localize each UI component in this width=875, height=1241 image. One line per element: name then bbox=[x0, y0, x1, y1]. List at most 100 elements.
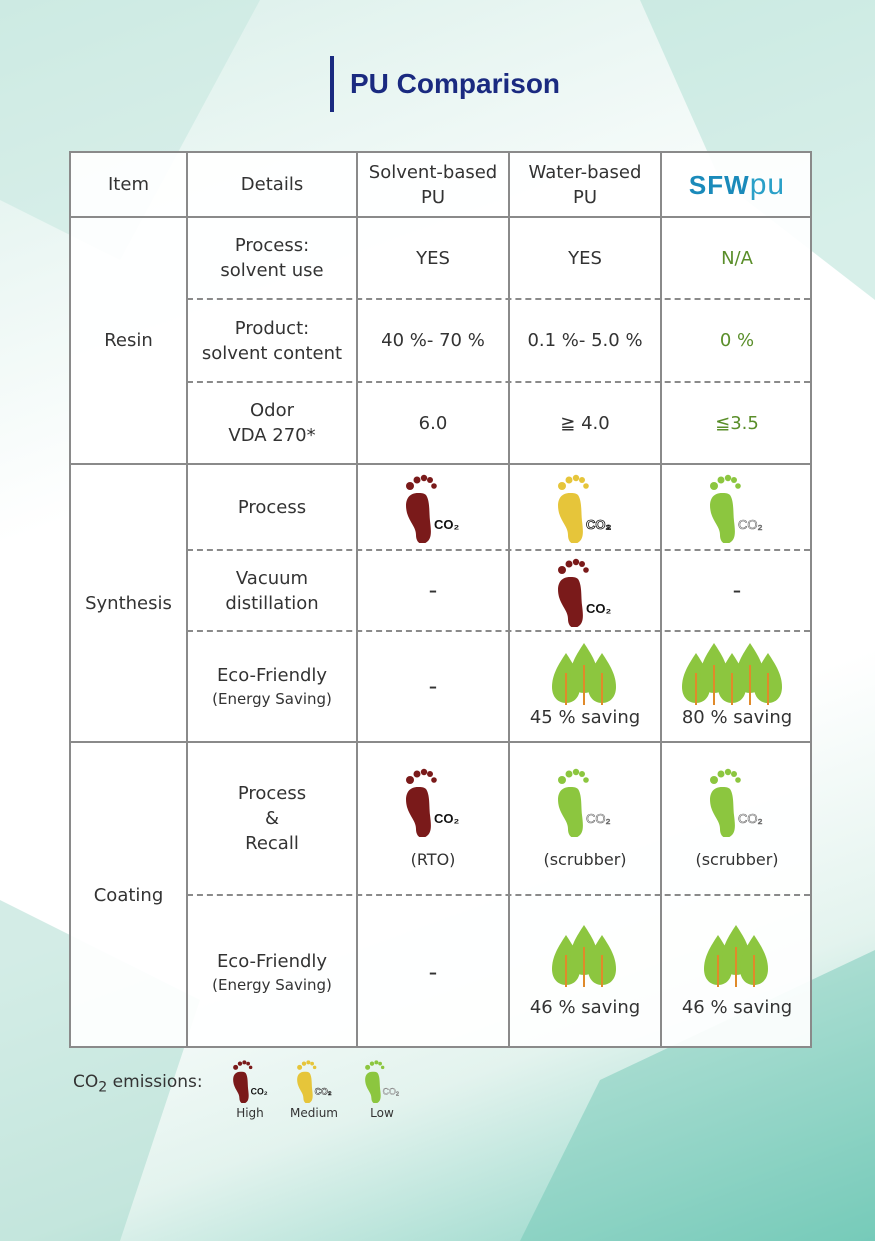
row2-detail-line1: Product: bbox=[234, 317, 310, 339]
row6-solvent: - bbox=[358, 632, 508, 741]
row5-sfw-value: - bbox=[732, 576, 742, 604]
footprint-high-label: CO₂ bbox=[434, 811, 460, 826]
footprint-high-icon: CO₂ bbox=[406, 768, 460, 837]
row1-detail-line1: Process: bbox=[234, 235, 310, 256]
row8-detail: Eco-Friendly (Energy Saving) bbox=[188, 896, 356, 1048]
brand-logo-main: SFW bbox=[688, 169, 750, 200]
row4-sfw: CO₂ bbox=[662, 465, 812, 549]
row7-sfw-note: (scrubber) bbox=[695, 850, 779, 869]
trees-icon bbox=[552, 643, 616, 705]
footprint-medium-label: CO₂ bbox=[586, 517, 612, 532]
row1-water: YES bbox=[510, 218, 660, 298]
row1-solvent-value: YES bbox=[416, 247, 450, 269]
row3-water: ≧ 4.0 bbox=[510, 383, 660, 463]
row5-solvent: - bbox=[358, 551, 508, 630]
legend-label: CO2 emissions: bbox=[73, 1072, 203, 1095]
page-title: PU Comparison bbox=[350, 68, 561, 99]
title-accent-bar bbox=[330, 56, 334, 112]
trees-icon bbox=[552, 924, 616, 987]
footprint-low-label: CO₂ bbox=[586, 811, 611, 826]
row7-detail-line3: Recall bbox=[245, 833, 299, 854]
row5-detail-line2: distillation bbox=[225, 592, 319, 614]
row1-sfw-value: N/A bbox=[721, 247, 753, 269]
row3-solvent: 6.0 bbox=[358, 383, 508, 463]
row3-detail-line1: Odor bbox=[249, 400, 294, 421]
row7-detail-line2: & bbox=[264, 808, 280, 829]
row2-water-value: 0.1 %- 5.0 % bbox=[527, 330, 643, 351]
row6-water-value: 45 % saving bbox=[529, 707, 641, 728]
row6-detail-label: Eco-Friendly bbox=[216, 665, 328, 686]
footprint-high-label: CO₂ bbox=[434, 517, 460, 532]
row5-detail-line1: Vacuum bbox=[235, 567, 309, 589]
row2-detail: Product: solvent content bbox=[188, 300, 356, 381]
brand-logo-pu: pu bbox=[749, 167, 786, 201]
row6-water: 45 % saving bbox=[510, 632, 660, 741]
group-resin-label: Resin bbox=[104, 330, 153, 351]
group-synthesis-label: Synthesis bbox=[85, 592, 172, 614]
row8-solvent-value: - bbox=[428, 957, 438, 986]
comparison-table: Item Details Solvent-based PU Water-base… bbox=[69, 151, 812, 1048]
row1-sfw: N/A bbox=[662, 218, 812, 298]
row6-detail-sub: (Energy Saving) bbox=[212, 690, 332, 708]
group-coating: Coating bbox=[71, 743, 186, 1048]
legend-medium-label: Medium bbox=[290, 1106, 338, 1120]
row1-detail: Process: solvent use bbox=[188, 218, 356, 298]
row7-detail-line1: Process bbox=[237, 783, 307, 804]
header-solvent-line1: Solvent-based bbox=[368, 161, 498, 183]
row3-sfw-value: ≦3.5 bbox=[715, 412, 759, 434]
header-solvent: Solvent-based PU bbox=[358, 153, 508, 216]
row7-water: CO₂ (scrubber) bbox=[510, 743, 660, 894]
footprint-low-label: CO₂ bbox=[738, 517, 763, 532]
footprint-medium-label: CO₂ bbox=[315, 1086, 332, 1096]
row5-detail: Vacuum distillation bbox=[188, 551, 356, 630]
header-item-label: Item bbox=[108, 174, 149, 195]
row7-water-note: (scrubber) bbox=[543, 850, 627, 869]
row3-water-value: ≧ 4.0 bbox=[560, 412, 610, 434]
row2-solvent-value: 40 %- 70 % bbox=[381, 330, 485, 351]
footprint-low-label: CO₂ bbox=[738, 811, 763, 826]
footprint-high-icon: CO₂ bbox=[233, 1060, 268, 1104]
row6-detail: Eco-Friendly (Energy Saving) bbox=[188, 632, 356, 741]
legend-high: CO₂ High bbox=[220, 1058, 280, 1120]
footprint-low-icon: CO₂ bbox=[558, 768, 611, 837]
header-brand: SFWpu bbox=[662, 153, 812, 216]
row7-detail: Process & Recall bbox=[188, 743, 356, 894]
footprint-medium-icon: CO₂ bbox=[558, 474, 612, 543]
row8-sfw-value: 46 % saving bbox=[681, 996, 793, 1018]
row2-detail-line2: solvent content bbox=[201, 342, 343, 364]
row2-sfw: 0 % bbox=[662, 300, 812, 381]
row8-water: 46 % saving bbox=[510, 896, 660, 1048]
page-title-block: PU Comparison bbox=[330, 56, 560, 112]
legend-label-suffix: emissions: bbox=[107, 1072, 203, 1092]
legend-low-label: Low bbox=[370, 1106, 394, 1120]
row1-solvent: YES bbox=[358, 218, 508, 298]
footprint-low-icon: CO₂ bbox=[365, 1060, 399, 1104]
row2-sfw-value: 0 % bbox=[719, 330, 755, 351]
footprint-low-icon: CO₂ bbox=[710, 768, 763, 837]
row4-solvent: CO₂ bbox=[358, 465, 508, 549]
row1-detail-line2: solvent use bbox=[220, 260, 324, 281]
row7-solvent: CO₂ (RTO) bbox=[358, 743, 508, 894]
row8-detail-label: Eco-Friendly bbox=[216, 950, 328, 972]
row3-solvent-value: 6.0 bbox=[418, 412, 448, 434]
footprint-high-icon: CO₂ bbox=[558, 558, 612, 627]
row6-solvent-value: - bbox=[428, 672, 438, 700]
row6-sfw: 80 % saving bbox=[662, 632, 812, 741]
row8-sfw: 46 % saving bbox=[662, 896, 812, 1048]
header-water-line2: PU bbox=[572, 186, 598, 208]
group-resin: Resin bbox=[71, 218, 186, 463]
footprint-high-icon: CO₂ bbox=[406, 474, 460, 543]
footprint-low-icon: CO₂ bbox=[710, 474, 763, 543]
header-water-line1: Water-based bbox=[528, 161, 642, 183]
legend-label-sub: 2 bbox=[98, 1079, 108, 1096]
legend-medium: CO₂ Medium bbox=[284, 1058, 344, 1120]
header-water: Water-based PU bbox=[510, 153, 660, 216]
legend-low: CO₂ Low bbox=[352, 1058, 412, 1120]
row8-detail-sub: (Energy Saving) bbox=[212, 975, 332, 994]
footprint-high-label: CO₂ bbox=[586, 601, 612, 616]
row3-detail-line2: VDA 270* bbox=[228, 425, 316, 446]
header-solvent-line2: PU bbox=[420, 186, 446, 208]
trees-icon bbox=[682, 643, 782, 705]
row3-detail: Odor VDA 270* bbox=[188, 383, 356, 463]
group-synthesis: Synthesis bbox=[71, 465, 186, 741]
